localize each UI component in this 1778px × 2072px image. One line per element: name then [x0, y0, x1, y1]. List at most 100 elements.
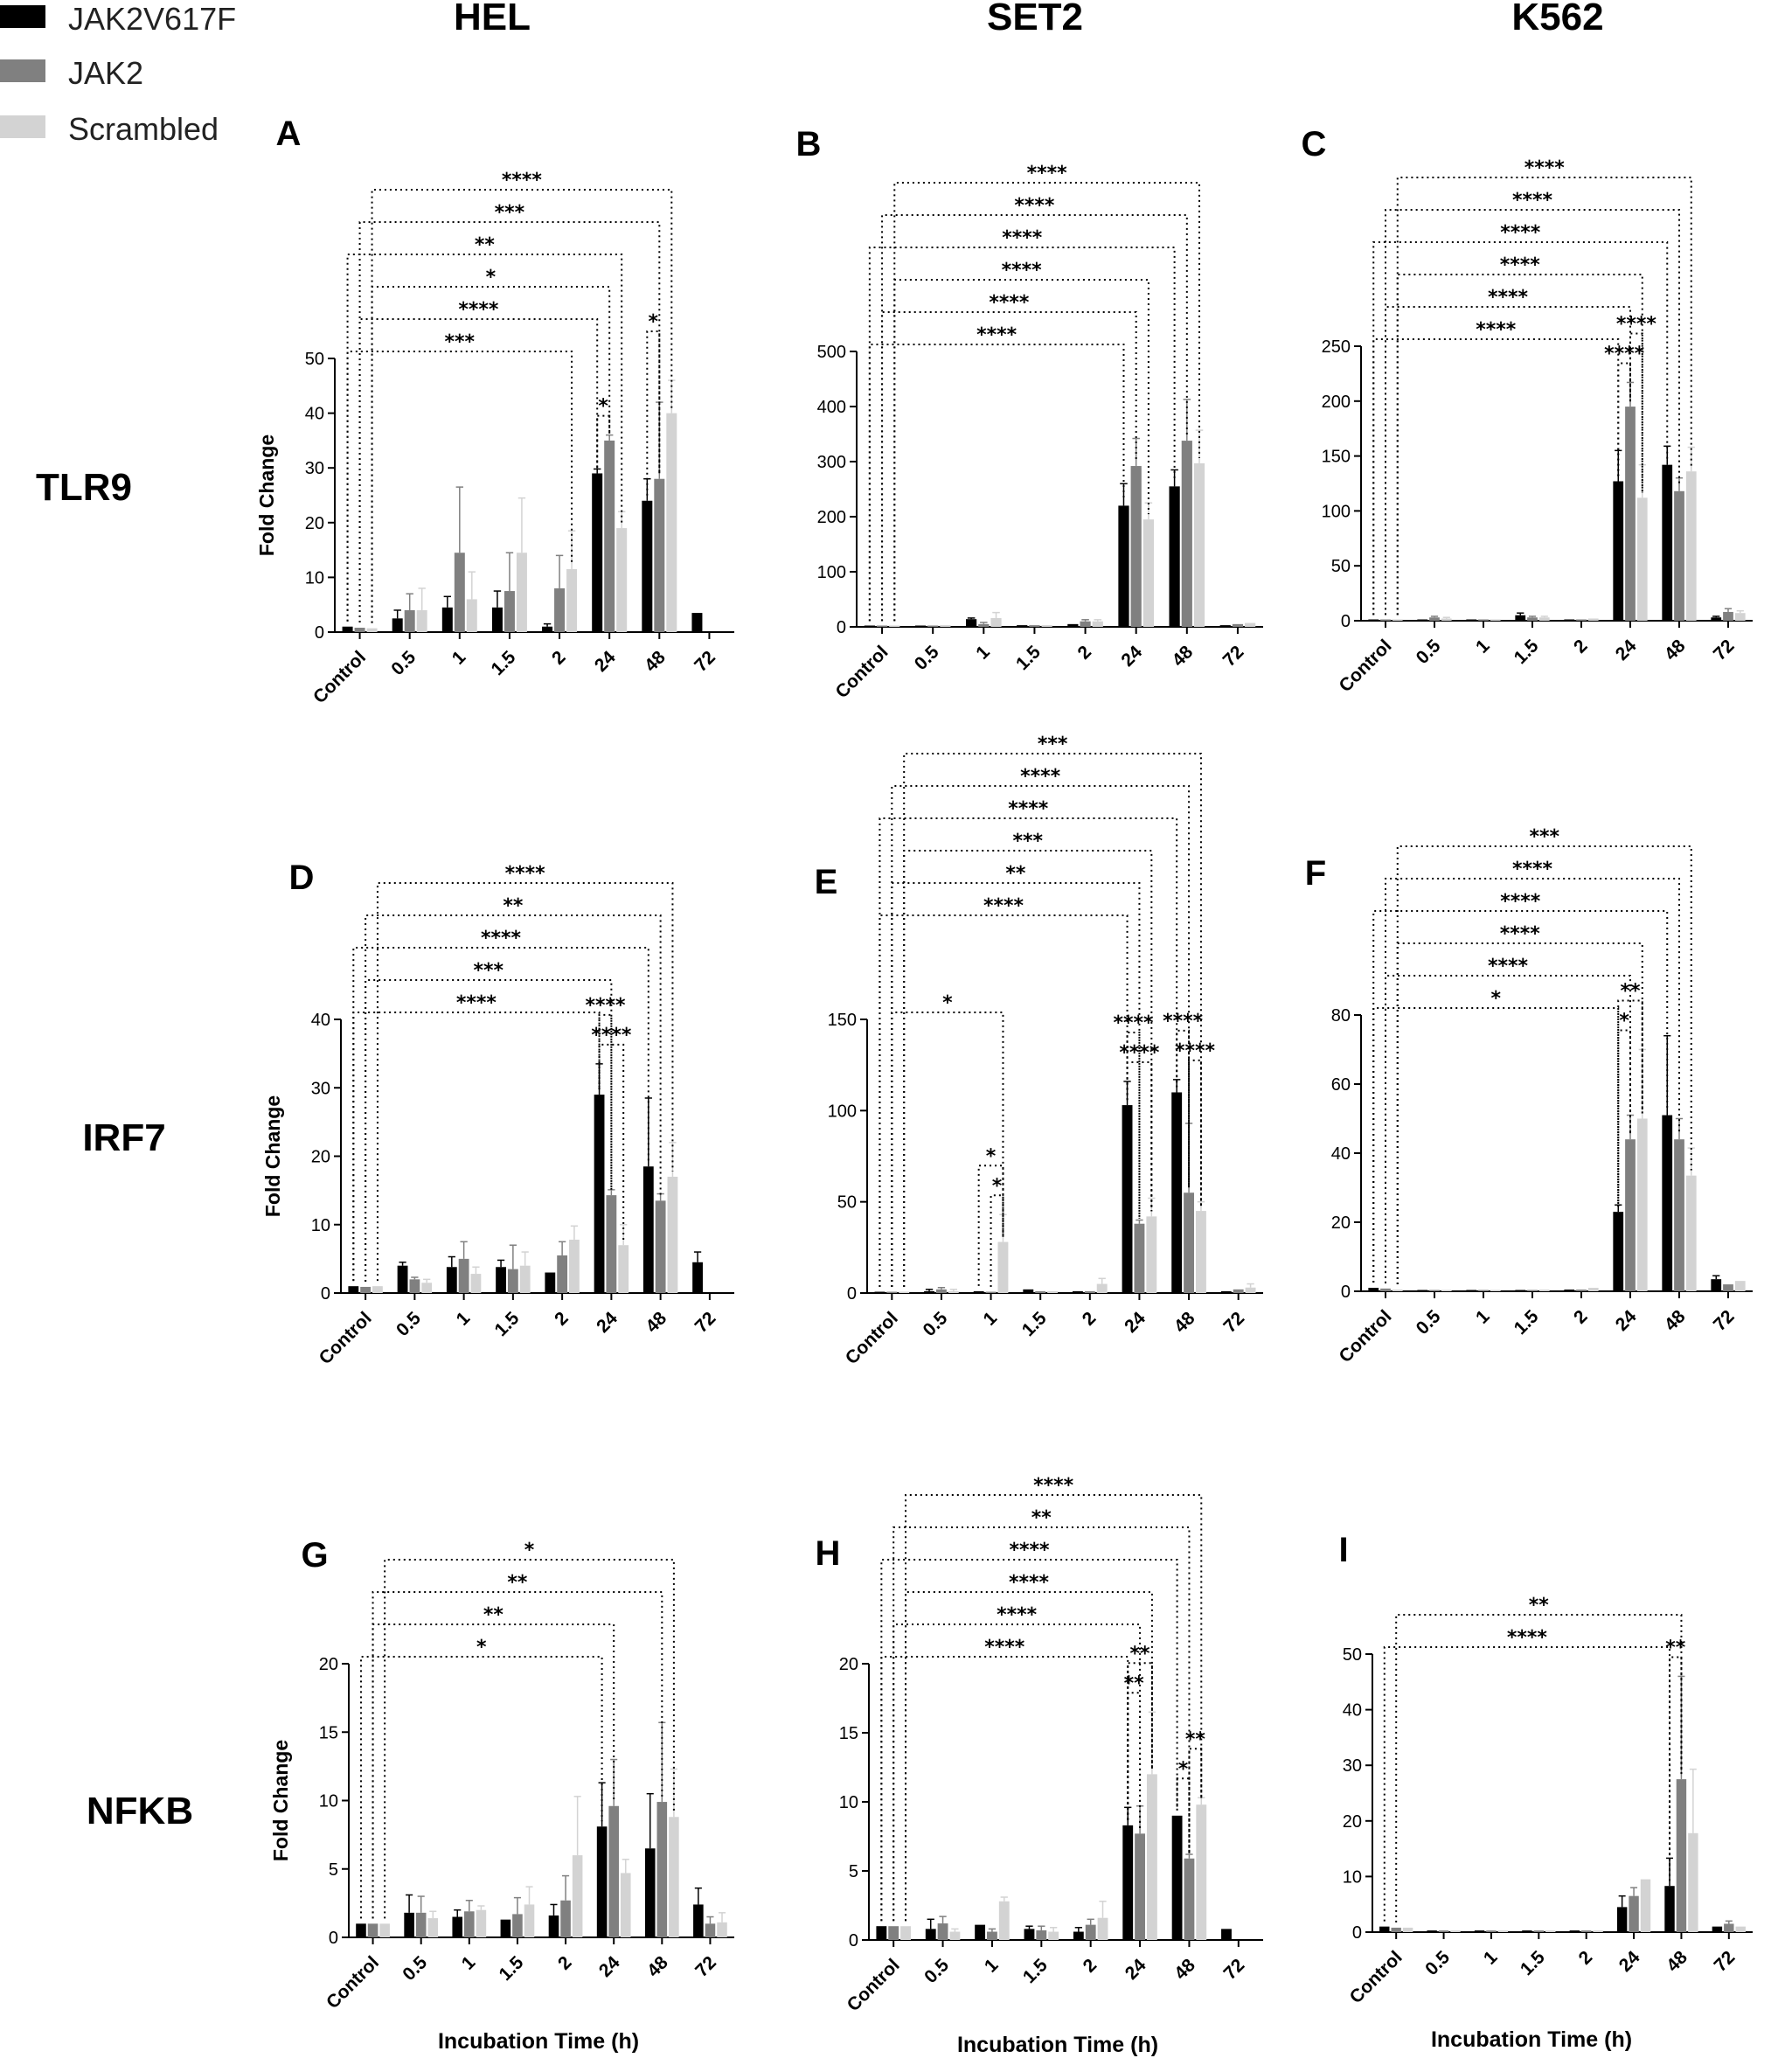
x-tick-label-h: 48 — [1170, 1955, 1199, 1984]
bar-f — [1515, 1290, 1526, 1291]
significance-bracket-g — [384, 1559, 675, 1919]
significance-bracket-d — [352, 1012, 601, 1282]
bar-a — [404, 609, 415, 632]
y-tick-label-h: 0 — [849, 1931, 858, 1950]
bar-h — [1171, 1815, 1183, 1940]
bar-c — [1429, 617, 1440, 621]
bar-b — [978, 623, 990, 627]
significance-stars-g: ** — [483, 1604, 504, 1626]
x-tick-label-c: Control — [1335, 636, 1395, 696]
y-tick-label-b: 200 — [817, 508, 846, 527]
y-tick-label-a: 30 — [305, 459, 324, 478]
x-tick-label-i: 1.5 — [1517, 1947, 1549, 1979]
significance-stars-e: **** — [1163, 1011, 1204, 1033]
bar-a — [592, 473, 603, 632]
significance-stars-e: **** — [1008, 798, 1049, 820]
bar-a — [354, 627, 365, 632]
bar-c — [1466, 619, 1477, 621]
significance-bracket-e — [1188, 1059, 1202, 1206]
significance-stars-d: *** — [473, 960, 504, 982]
x-tick-label-a: 1 — [448, 647, 470, 669]
significance-stars-h: **** — [1009, 1572, 1050, 1594]
significance-stars-b: **** — [989, 292, 1030, 314]
significance-bracket-b — [881, 311, 1137, 622]
bar-i — [1522, 1930, 1532, 1932]
y-axis-label-g: Fold Change — [269, 1740, 292, 1861]
bar-h — [1146, 1774, 1157, 1940]
bar-h — [1184, 1858, 1195, 1940]
significance-stars-d: ** — [503, 895, 524, 917]
bar-a — [566, 569, 578, 632]
x-tick-label-b: 1.5 — [1012, 642, 1045, 674]
x-tick-label-g: Control — [323, 1952, 383, 2013]
x-tick-label-f: 24 — [1612, 1306, 1641, 1335]
significance-stars-h: * — [1178, 1758, 1189, 1780]
x-tick-label-g: 2 — [554, 1952, 576, 1974]
bar-h — [1196, 1804, 1207, 1940]
bar-b — [1118, 505, 1129, 627]
y-tick-label-b: 300 — [817, 453, 846, 472]
bar-i — [1735, 1926, 1746, 1932]
significance-stars-d: **** — [505, 863, 546, 885]
x-tick-label-g: 1 — [458, 1952, 480, 1974]
significance-stars-f: **** — [1500, 923, 1541, 945]
x-tick-label-h: 1 — [981, 1955, 1003, 1977]
significance-bracket-e — [977, 1165, 1004, 1286]
bar-h — [1221, 1929, 1232, 1940]
x-tick-label-b: 1 — [972, 642, 994, 664]
x-tick-label-a: 72 — [691, 647, 719, 676]
y-tick-label-e: 100 — [828, 1102, 857, 1121]
bar-e — [997, 1241, 1009, 1293]
bar-c — [1392, 619, 1403, 621]
bar-f — [1636, 1118, 1648, 1291]
bar-e — [1245, 1287, 1256, 1293]
bar-b — [1245, 622, 1256, 627]
significance-stars-i: ** — [1665, 1637, 1686, 1658]
x-tick-label-d: 48 — [642, 1308, 670, 1337]
bar-i — [1616, 1907, 1628, 1932]
chart-panel-a: A Fold Change 0 10 20 30 40 50 Control 0.5 1 1.5 2 24… — [255, 115, 734, 707]
significance-bracket-h — [1127, 1692, 1142, 1829]
bar-i — [1486, 1930, 1497, 1932]
bar-a — [691, 613, 703, 632]
bar-f — [1734, 1281, 1746, 1291]
bar-e — [899, 1291, 910, 1293]
bar-i — [1569, 1930, 1580, 1932]
bar-b — [1143, 519, 1154, 627]
bar-b — [1130, 466, 1142, 627]
x-tick-label-h: 72 — [1220, 1955, 1249, 1984]
y-tick-label-g: 0 — [329, 1929, 338, 1948]
x-tick-label-f: 48 — [1661, 1306, 1690, 1335]
x-tick-label-b: 72 — [1219, 642, 1248, 671]
significance-stars-c: **** — [1512, 190, 1553, 212]
row-title-nfkb: NFKB — [87, 1790, 193, 1832]
y-tick-label-g: 10 — [319, 1792, 338, 1811]
significance-stars-h: ** — [1130, 1643, 1151, 1665]
bar-f — [1538, 1290, 1550, 1291]
bar-d — [458, 1258, 469, 1293]
bar-c — [1417, 619, 1428, 621]
bar-c — [1674, 490, 1684, 621]
bar-i — [1629, 1895, 1639, 1932]
bar-b — [889, 625, 900, 627]
x-tick-label-f: 1 — [1472, 1306, 1494, 1328]
significance-stars-d: **** — [481, 928, 522, 949]
bar-c — [1441, 618, 1452, 621]
x-tick-label-g: 24 — [595, 1952, 624, 1981]
significance-stars-h: ** — [1185, 1728, 1206, 1750]
bar-h — [1036, 1929, 1047, 1940]
bar-g — [512, 1914, 523, 1937]
significance-bracket-e — [1126, 1060, 1153, 1212]
bar-c — [1564, 619, 1575, 621]
significance-bracket-d — [352, 947, 649, 1282]
bar-a — [542, 626, 553, 632]
x-tick-label-i: 2 — [1575, 1947, 1597, 1969]
x-tick-label-a: 1.5 — [488, 647, 520, 679]
bar-f — [1564, 1290, 1575, 1291]
x-tick-label-f: 1.5 — [1511, 1306, 1543, 1338]
x-tick-label-a: 0.5 — [387, 647, 420, 679]
bar-g — [656, 1802, 668, 1937]
y-tick-label-a: 20 — [305, 514, 324, 533]
